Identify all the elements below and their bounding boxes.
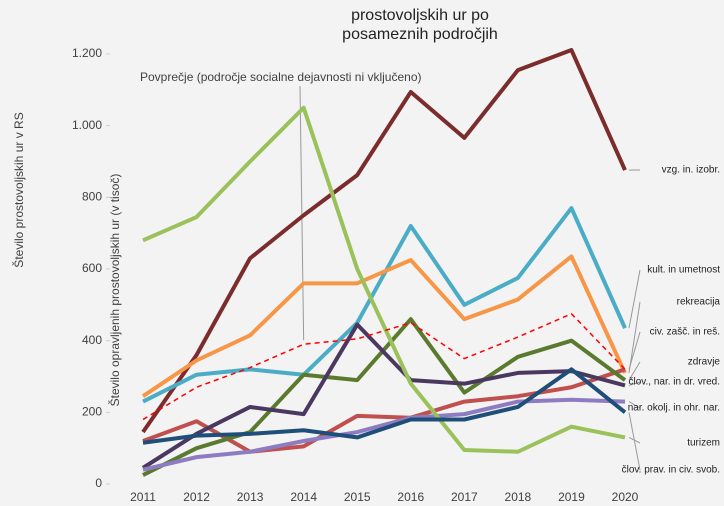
series-line: [142, 206, 627, 404]
series-line: [142, 367, 627, 445]
y-tick-label: 0: [95, 476, 102, 490]
y-axis-label: Število opravljenih prostovoljskih ur (v…: [107, 174, 122, 407]
x-tick-label: 2011: [130, 490, 156, 504]
leader: [628, 381, 641, 386]
series-label: kult. in umetnost: [647, 265, 720, 276]
series-label: člov. prav. in civ. svob.: [622, 465, 720, 476]
x-tick-label: 2017: [451, 490, 478, 504]
leader: [628, 401, 641, 409]
x-tick-label: 2018: [505, 490, 532, 504]
x-tick-label: 2012: [183, 490, 210, 504]
leader: [628, 361, 641, 381]
series-label: nar. okolj. in ohr. nar.: [628, 403, 720, 414]
series-line: [141, 254, 627, 398]
chart-title: prostovoljskih ur po: [351, 7, 489, 24]
y-tick-label: 1.000: [72, 118, 102, 132]
x-tick-label: 2013: [237, 490, 264, 504]
outer-y-label: Število prostovoljskih ur v RS: [11, 112, 26, 267]
series-label: vzg. in. izobr.: [662, 165, 720, 176]
x-tick-label: 2020: [612, 490, 639, 504]
leader: [299, 85, 305, 341]
x-tick-label: 2015: [344, 490, 371, 504]
series-label: rekreacija: [677, 297, 721, 308]
y-tick-label: 800: [82, 190, 102, 204]
chart-title: posameznih področjih: [342, 26, 498, 43]
series-line: [142, 105, 626, 454]
series-line: [142, 397, 626, 472]
series-label: turizem: [687, 438, 720, 449]
y-tick-label: 400: [82, 333, 102, 347]
series-line: [142, 313, 626, 421]
leader: [628, 331, 641, 370]
annotation: Povprečje (področje socialne dejavnosti …: [140, 70, 421, 84]
series-line: [141, 322, 626, 470]
series-label: člov., nar. in dr. vred.: [628, 377, 720, 388]
series-line: [141, 48, 627, 434]
x-tick-label: 2016: [397, 490, 424, 504]
leader: [628, 301, 641, 373]
series-label: civ. zašč. in reš.: [650, 327, 720, 338]
leader: [628, 412, 641, 471]
y-tick-label: 200: [82, 405, 102, 419]
y-tick-label: 1.200: [72, 46, 102, 60]
x-tick-label: 2014: [290, 490, 317, 504]
x-tick-label: 2019: [558, 490, 585, 504]
series-line: [142, 317, 627, 477]
y-tick-label: 600: [82, 261, 102, 275]
series-label: zdravje: [688, 357, 721, 368]
leader: [628, 269, 641, 329]
